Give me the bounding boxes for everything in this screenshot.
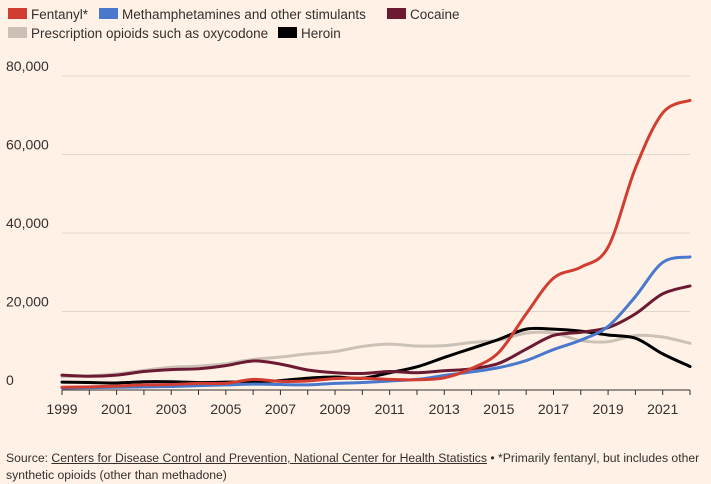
legend-swatch <box>387 8 406 19</box>
x-tick-label: 2011 <box>375 401 405 417</box>
legend-swatch <box>8 8 27 19</box>
x-tick-label: 2007 <box>265 401 296 417</box>
legend-label: Prescription opioids such as oxycodone <box>31 26 268 41</box>
x-tick-label: 2009 <box>319 401 350 417</box>
legend-label: Cocaine <box>410 7 460 22</box>
y-tick-label: 20,000 <box>6 294 49 310</box>
series-line-cocaine <box>60 284 692 378</box>
source-note: Source: Centers for Disease Control and … <box>6 450 706 484</box>
x-tick-label: 2015 <box>483 401 514 417</box>
x-tick-label: 1999 <box>46 401 77 417</box>
legend-swatch <box>99 8 118 19</box>
y-tick-label: 40,000 <box>6 215 49 231</box>
y-tick-label: 60,000 <box>6 137 49 153</box>
legend-swatch <box>8 27 27 38</box>
x-tick-label: 2013 <box>429 401 460 417</box>
series-line-methamphetamines-and-other-stimulants <box>60 255 692 390</box>
series-line-prescription-opioids-such-as-oxycodone <box>60 330 692 379</box>
series-line-heroin <box>60 326 692 385</box>
x-tick-label: 2017 <box>538 401 569 417</box>
x-tick-label: 2021 <box>647 401 678 417</box>
x-tick-label: 2003 <box>156 401 187 417</box>
legend-label: Methamphetamines and other stimulants <box>122 7 366 22</box>
y-tick-label: 0 <box>6 372 14 388</box>
legend-label: Fentanyl* <box>31 7 89 22</box>
legend-label: Heroin <box>301 26 341 41</box>
source-footnote: • *Primarily fentanyl, but includes othe… <box>6 451 700 482</box>
x-tick-label: 2001 <box>101 401 132 417</box>
x-tick-label: 2019 <box>593 401 624 417</box>
source-prefix: Source: <box>6 451 52 465</box>
series-line-fentanyl <box>60 98 692 389</box>
legend-swatch <box>278 27 297 38</box>
y-tick-label: 80,000 <box>6 58 49 74</box>
source-link[interactable]: Centers for Disease Control and Preventi… <box>51 451 487 465</box>
x-tick-label: 2005 <box>210 401 241 417</box>
